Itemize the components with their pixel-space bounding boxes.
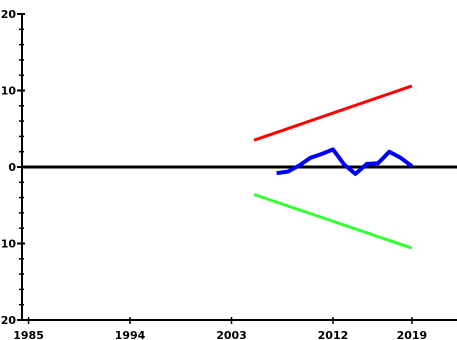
y-tick-label: 10 [1,85,17,98]
series-lines [253,84,414,250]
x-tick-label: 1985 [13,329,44,340]
x-tick-label: 2003 [216,329,247,340]
y-tick-label: -20 [0,314,16,327]
x-tick-label: 1994 [115,329,146,340]
y-tick-label: -10 [0,238,16,251]
lower-bound-line [253,193,413,250]
upper-bound-line [253,84,413,142]
axes [17,13,457,324]
tick-labels: -20 -10 0 10 20 1985 1994 2003 2012 2019 [0,8,427,340]
series-line [276,147,414,176]
y-tick-label: 0 [8,161,16,174]
x-tick-label: 2012 [318,329,349,340]
x-tick-label: 2019 [397,329,428,340]
y-tick-label: 20 [1,8,17,21]
